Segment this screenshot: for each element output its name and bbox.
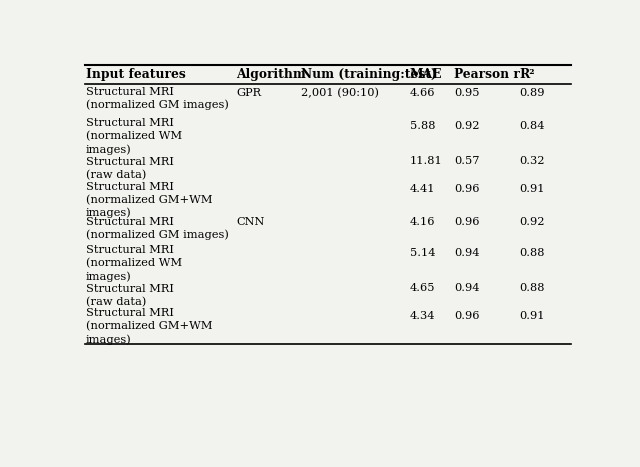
Text: 5.88: 5.88 bbox=[410, 121, 435, 131]
Text: 0.91: 0.91 bbox=[519, 311, 545, 321]
Text: 0.89: 0.89 bbox=[519, 88, 545, 98]
Text: 0.94: 0.94 bbox=[454, 248, 480, 258]
Text: 0.96: 0.96 bbox=[454, 184, 480, 193]
Text: Structural MRI
(normalized WM
images): Structural MRI (normalized WM images) bbox=[86, 118, 182, 155]
Text: 4.16: 4.16 bbox=[410, 217, 435, 227]
Text: Structural MRI
(normalized GM+WM
images): Structural MRI (normalized GM+WM images) bbox=[86, 308, 212, 345]
Text: Pearson r: Pearson r bbox=[454, 68, 520, 81]
Text: 0.84: 0.84 bbox=[519, 121, 545, 131]
Text: 0.92: 0.92 bbox=[519, 217, 545, 227]
Text: Algorithm: Algorithm bbox=[236, 68, 306, 81]
Text: 0.96: 0.96 bbox=[454, 311, 480, 321]
Text: 4.34: 4.34 bbox=[410, 311, 435, 321]
Text: 0.88: 0.88 bbox=[519, 283, 545, 293]
Text: R²: R² bbox=[519, 68, 534, 81]
Text: 2,001 (90:10): 2,001 (90:10) bbox=[301, 87, 379, 98]
Text: 0.95: 0.95 bbox=[454, 88, 480, 98]
Text: 4.65: 4.65 bbox=[410, 283, 435, 293]
Text: Structural MRI
(normalized GM+WM
images): Structural MRI (normalized GM+WM images) bbox=[86, 182, 212, 218]
Text: 4.41: 4.41 bbox=[410, 184, 435, 193]
Text: CNN: CNN bbox=[236, 217, 264, 227]
Text: 0.96: 0.96 bbox=[454, 217, 480, 227]
Text: 4.66: 4.66 bbox=[410, 88, 435, 98]
Text: MAE: MAE bbox=[410, 68, 442, 81]
Text: 0.88: 0.88 bbox=[519, 248, 545, 258]
Text: Structural MRI
(normalized GM images): Structural MRI (normalized GM images) bbox=[86, 86, 229, 110]
Text: Structural MRI
(normalized WM
images): Structural MRI (normalized WM images) bbox=[86, 245, 182, 282]
Text: 0.92: 0.92 bbox=[454, 121, 480, 131]
Text: Input features: Input features bbox=[86, 68, 186, 81]
Text: Num (training:test): Num (training:test) bbox=[301, 68, 436, 81]
Text: Structural MRI
(raw data): Structural MRI (raw data) bbox=[86, 283, 174, 307]
Text: 0.57: 0.57 bbox=[454, 156, 480, 166]
Text: Structural MRI
(raw data): Structural MRI (raw data) bbox=[86, 157, 174, 180]
Text: 0.32: 0.32 bbox=[519, 156, 545, 166]
Text: 11.81: 11.81 bbox=[410, 156, 443, 166]
Text: 5.14: 5.14 bbox=[410, 248, 435, 258]
Text: 0.94: 0.94 bbox=[454, 283, 480, 293]
Text: 0.91: 0.91 bbox=[519, 184, 545, 193]
Text: Structural MRI
(normalized GM images): Structural MRI (normalized GM images) bbox=[86, 217, 229, 241]
Text: GPR: GPR bbox=[236, 88, 261, 98]
